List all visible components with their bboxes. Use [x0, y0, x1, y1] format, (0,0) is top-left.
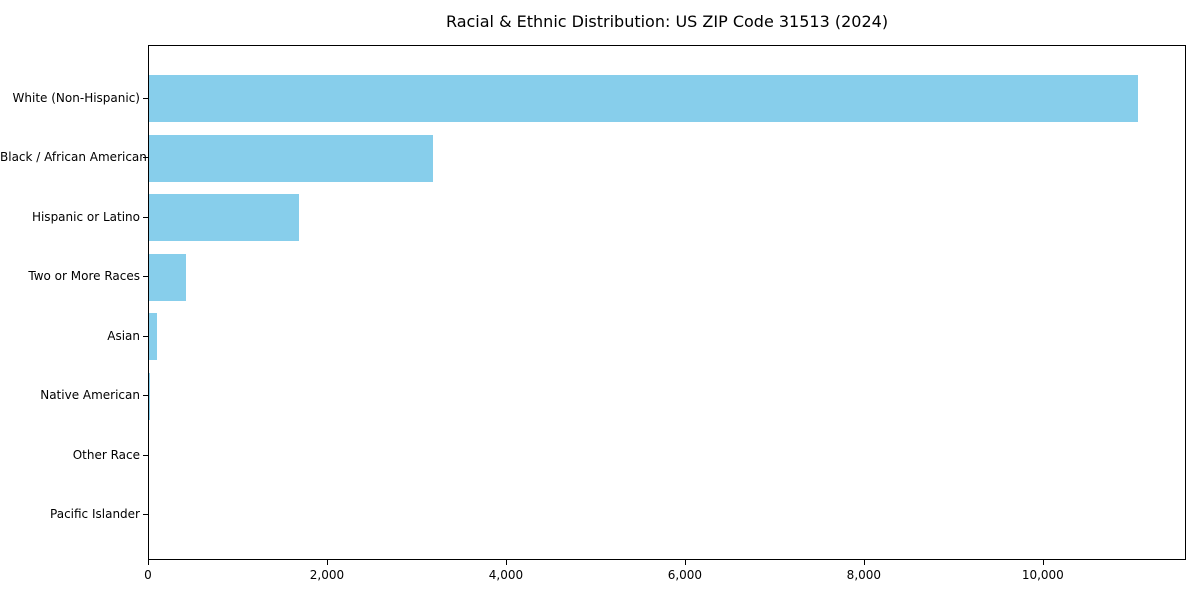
y-tick-mark	[143, 454, 148, 456]
bar	[149, 75, 1138, 122]
x-axis-tick-labels: 0 2,000 4,000 6,000 8,000 10,000	[144, 568, 1186, 584]
x-tick-mark	[326, 560, 328, 565]
x-tick-label: 4,000	[488, 568, 524, 582]
y-tick-mark	[143, 276, 148, 277]
y-tick-mark	[143, 335, 148, 337]
y-tick-mark	[143, 395, 148, 396]
x-tick-mark	[1042, 560, 1044, 565]
x-axis-tick-marks	[148, 560, 1186, 565]
y-tick-mark	[143, 97, 148, 99]
y-axis-label: Black / African American	[0, 150, 147, 164]
bar	[149, 134, 434, 182]
y-axis-label: Asian	[107, 328, 140, 343]
x-tick-mark	[148, 560, 149, 565]
chart-title: Racial & Ethnic Distribution: US ZIP Cod…	[445, 12, 889, 31]
plot-area	[148, 45, 1186, 560]
y-axis-label: Pacific Islander	[50, 507, 140, 521]
x-tick-mark	[684, 560, 686, 565]
x-tick-label: 8,000	[846, 568, 882, 582]
y-tick-mark	[143, 216, 148, 218]
y-axis-label: Two or More Races	[28, 269, 140, 283]
y-tick-mark	[143, 157, 148, 158]
bar	[149, 194, 300, 241]
y-axis-tick-marks	[143, 45, 148, 560]
y-axis-labels: White (Non-Hispanic) Black / African Amer…	[0, 45, 147, 560]
y-axis-label: Hispanic or Latino	[31, 209, 140, 224]
x-tick-mark	[863, 560, 865, 565]
bar	[149, 313, 158, 360]
x-tick-label: 6,000	[667, 568, 703, 582]
x-tick-label: 2,000	[309, 568, 345, 582]
bar	[149, 253, 186, 301]
y-axis-label: White (Non-Hispanic)	[12, 90, 140, 105]
y-axis-label: Other Race	[72, 447, 140, 462]
y-tick-mark	[143, 514, 148, 515]
x-tick-label: 0	[144, 568, 152, 582]
y-axis-label: Native American	[40, 388, 140, 402]
x-tick-label: 10,000	[1021, 568, 1064, 582]
bar	[149, 372, 151, 420]
x-tick-mark	[505, 560, 507, 565]
